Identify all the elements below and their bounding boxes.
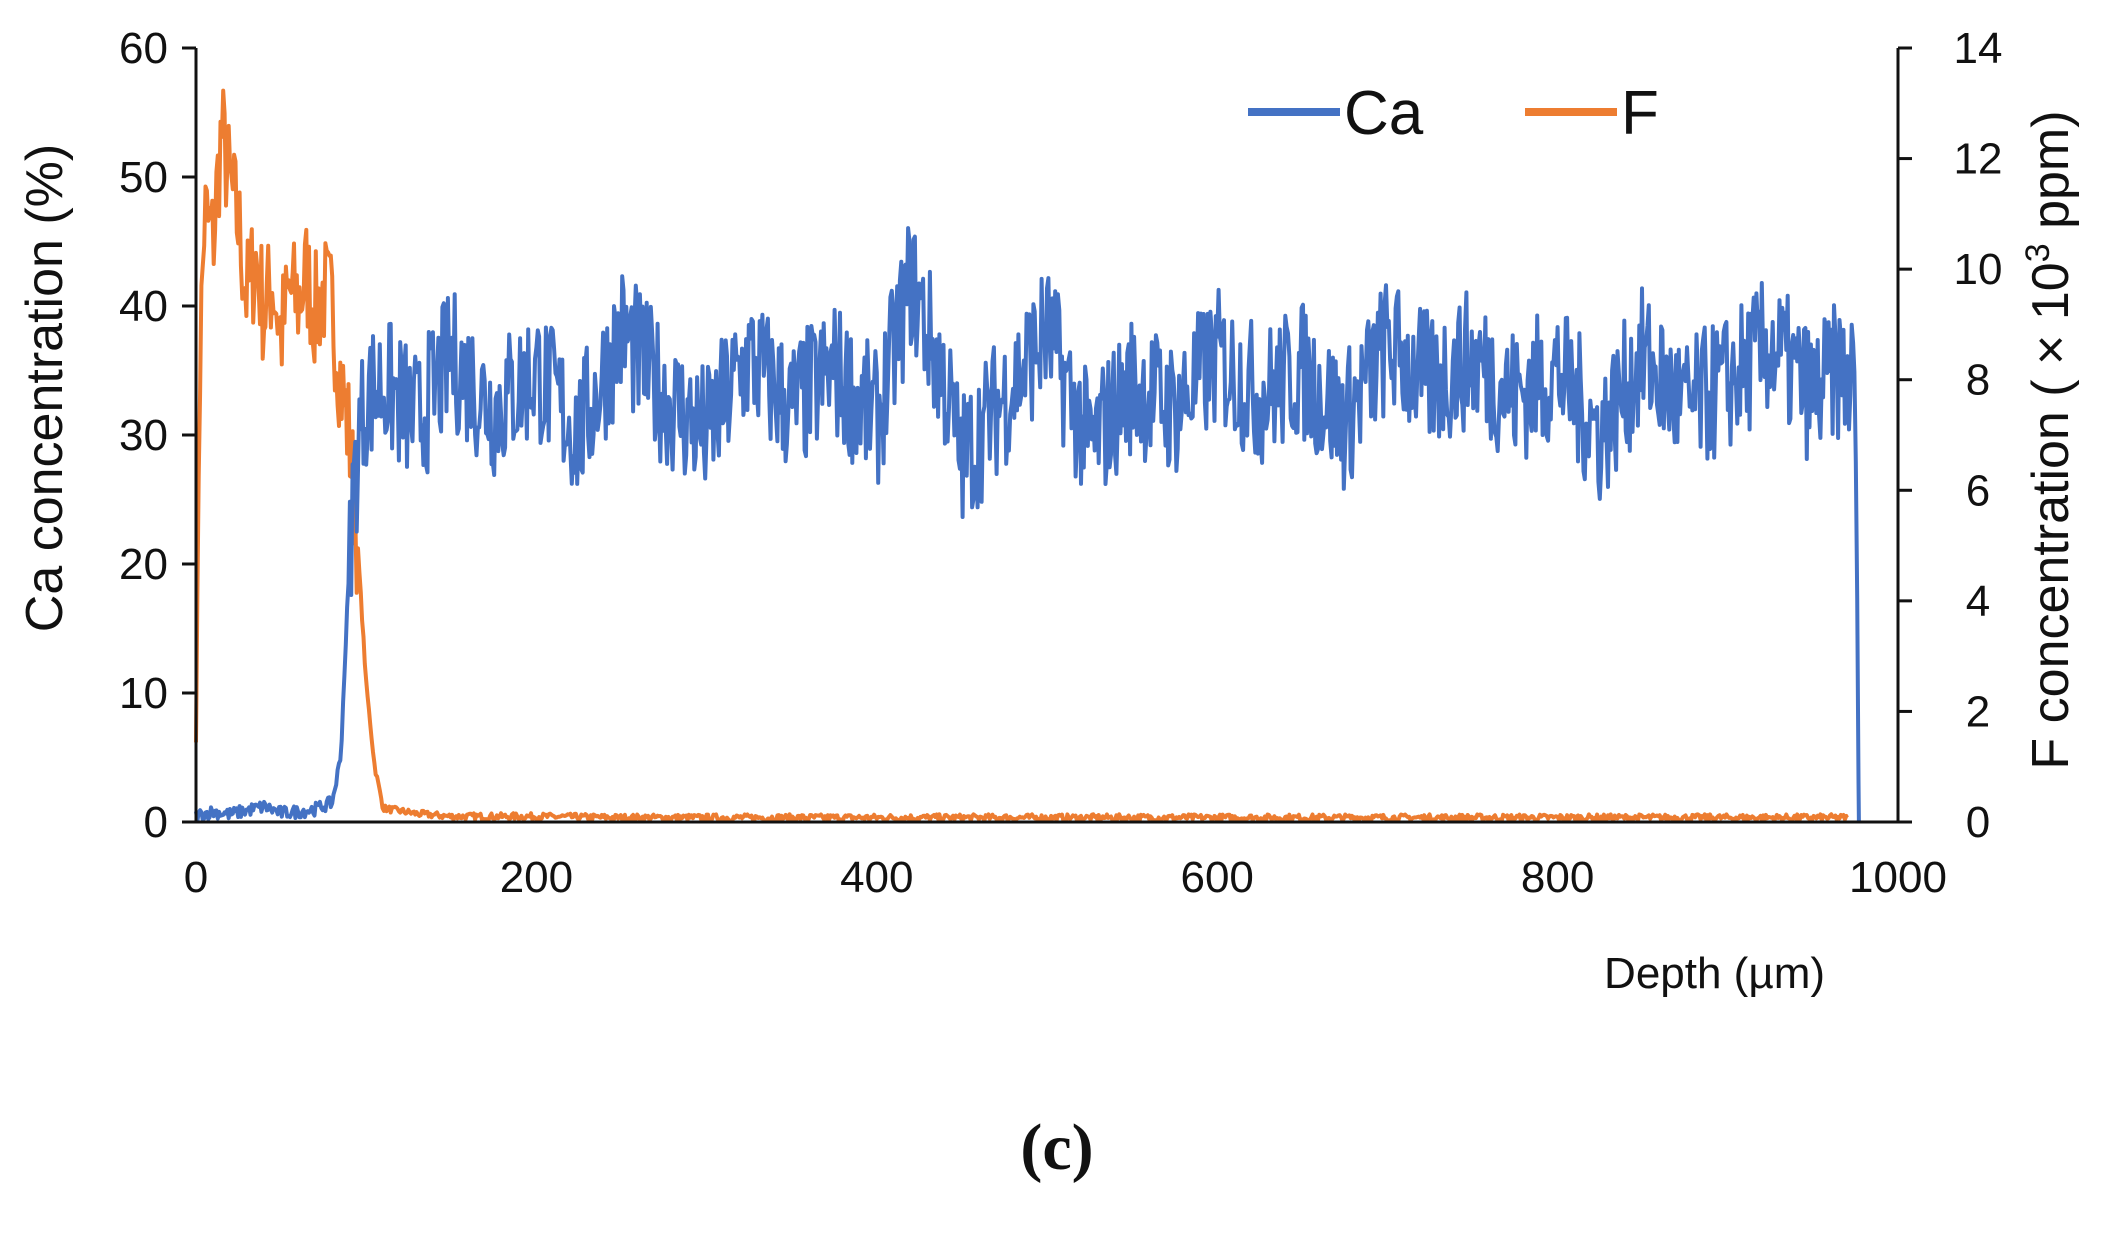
y-left-tick-label: 0 [144, 798, 168, 847]
y-left-axis-title: Ca concentration (%) [16, 144, 74, 632]
x-tick-labels: 0 200 400 600 800 1000 [184, 853, 1947, 902]
y-right-tick-label: 14 [1954, 24, 2003, 73]
y-right-tick-labels: 0 2 4 6 8 10 12 14 [1898, 24, 2002, 847]
y-right-title-sup: 3 [2019, 243, 2057, 262]
x-tick-label: 1000 [1849, 853, 1947, 902]
y-right-title-prefix: F concentration ( × 10 [2022, 262, 2080, 769]
series-line-f [194, 88, 1849, 823]
x-tick-label: 800 [1521, 853, 1594, 902]
y-left-tick-labels: 0 10 20 30 40 50 60 [119, 24, 196, 847]
y-left-tick-label: 50 [119, 153, 168, 202]
legend-f-label: F [1621, 79, 1659, 148]
y-left-tick-label: 10 [119, 669, 168, 718]
x-tick-label: 200 [500, 853, 573, 902]
y-right-tick-label: 10 [1954, 245, 2003, 294]
axes [194, 48, 1900, 824]
x-axis-title: Depth (µm) [1604, 949, 1825, 998]
y-left-tick-label: 20 [119, 540, 168, 589]
y-left-tick-label: 60 [119, 24, 168, 73]
plot-lines [194, 88, 1861, 823]
y-right-tick-label: 0 [1966, 798, 1990, 847]
series-line-ca [194, 226, 1861, 823]
y-right-axis-title: F concentration ( × 103 ppm) [2019, 110, 2080, 769]
x-tick-label: 400 [840, 853, 913, 902]
y-right-tick-label: 6 [1966, 466, 1990, 515]
y-right-tick-label: 2 [1966, 687, 1990, 736]
x-tick-label: 600 [1180, 853, 1253, 902]
y-left-tick-label: 40 [119, 282, 168, 331]
figure-caption: (c) [1020, 1111, 1094, 1184]
y-left-tick-label: 30 [119, 411, 168, 460]
y-right-tick-label: 8 [1966, 356, 1990, 405]
legend-ca-label: Ca [1344, 79, 1424, 148]
y-right-tick-label: 4 [1966, 577, 1990, 626]
legend: Ca F [1248, 79, 1659, 148]
x-tick-label: 0 [184, 853, 208, 902]
y-right-tick-label: 12 [1954, 135, 2003, 184]
y-right-title-suffix: ppm) [2022, 110, 2080, 243]
